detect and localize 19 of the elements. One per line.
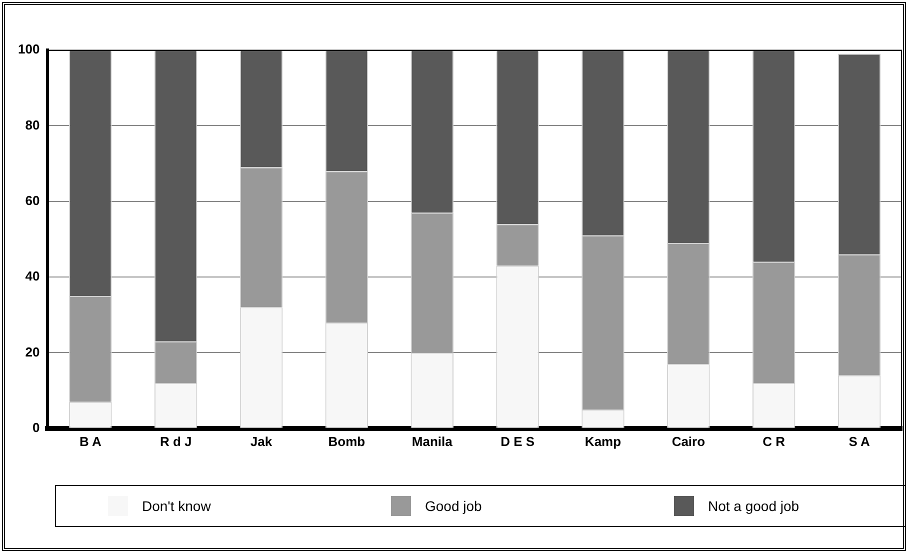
x-tick-label: S A bbox=[848, 434, 870, 449]
x-tick-label: R d J bbox=[160, 434, 192, 449]
y-tick-label: 0 bbox=[32, 420, 40, 435]
y-tick-label: 80 bbox=[25, 117, 40, 132]
x-tick-label: B A bbox=[79, 434, 102, 449]
y-tick-label: 20 bbox=[25, 344, 40, 360]
x-tick-label: C R bbox=[762, 434, 786, 449]
x-tick-label: Kamp bbox=[584, 434, 622, 449]
x-tick-label: Jak bbox=[250, 434, 273, 449]
legend-label: Don't know bbox=[142, 498, 211, 514]
x-tick-label: Manila bbox=[412, 434, 454, 449]
y-tick-label: 40 bbox=[25, 268, 40, 284]
x-tick-label: D E S bbox=[500, 434, 535, 449]
y-tick-label: 60 bbox=[25, 192, 40, 208]
y-tick-label: 100 bbox=[18, 42, 40, 57]
x-tick-label: Bomb bbox=[328, 434, 366, 449]
legend-label: Good job bbox=[425, 498, 482, 514]
legend-label: Not a good job bbox=[708, 498, 800, 514]
x-tick-label: Cairo bbox=[672, 434, 706, 449]
